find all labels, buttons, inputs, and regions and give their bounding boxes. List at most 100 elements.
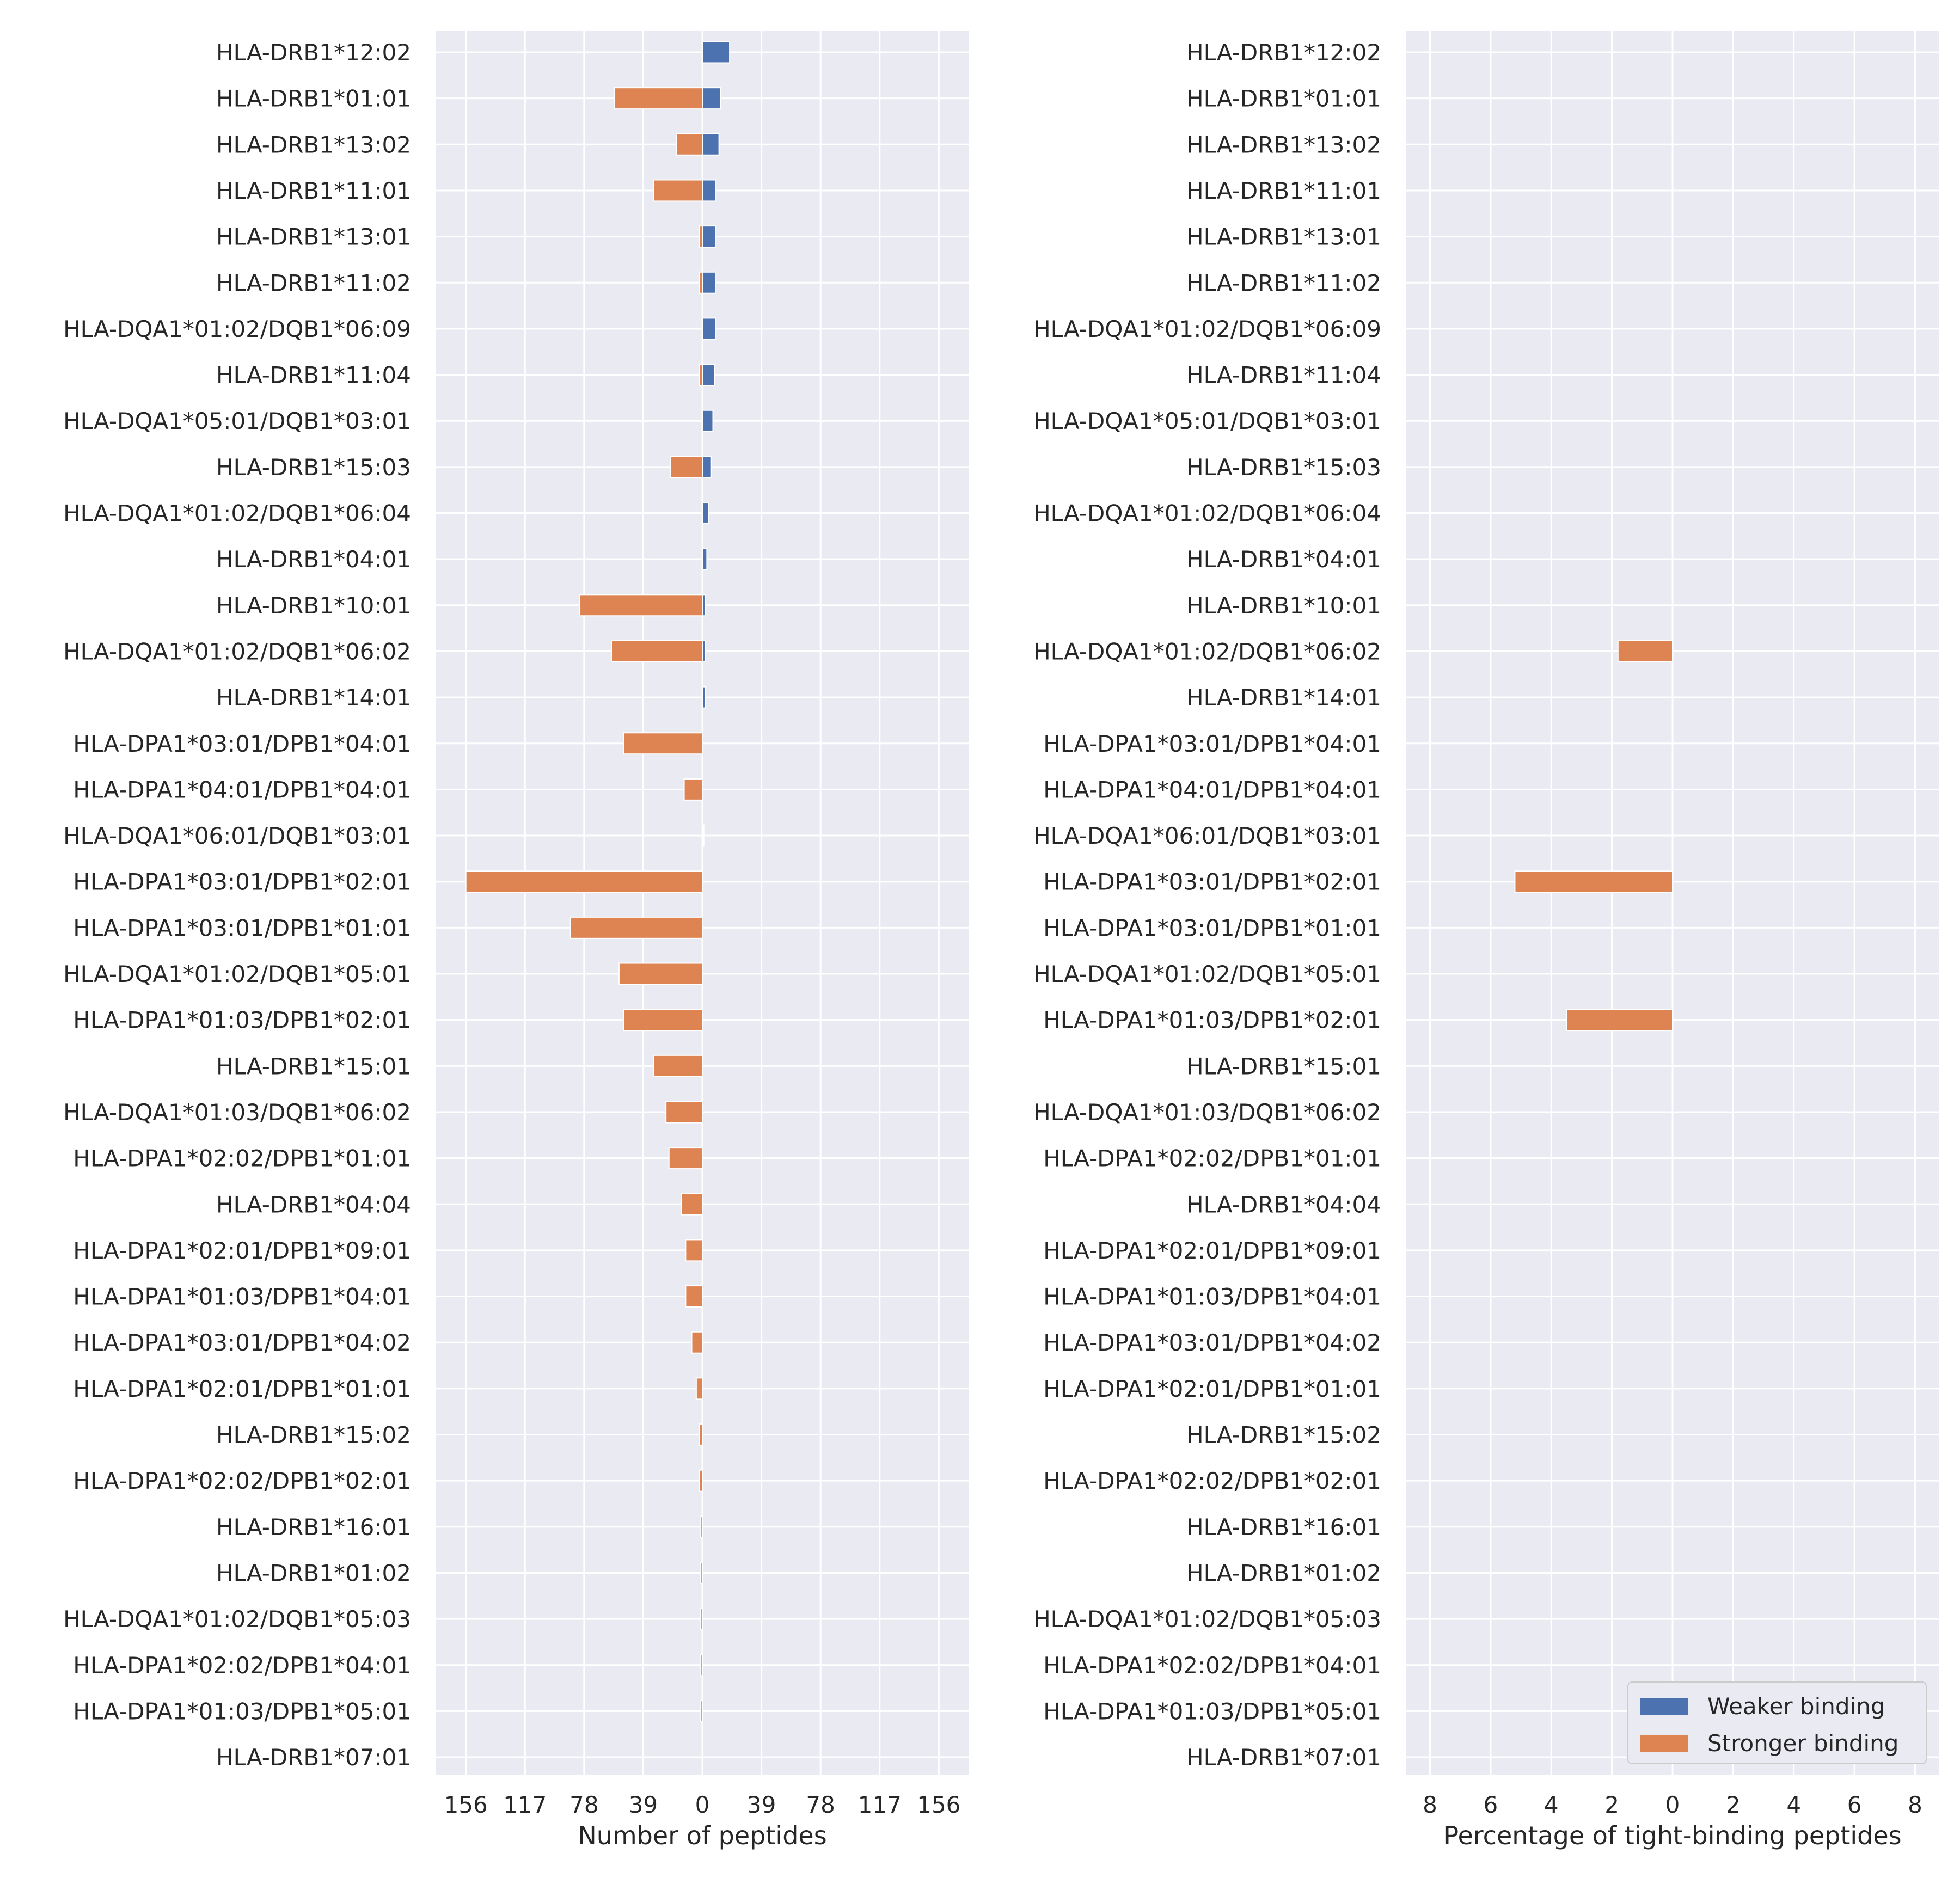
y-tick-label: HLA-DRB1*15:03 — [1186, 454, 1381, 481]
y-tick-label: HLA-DRB1*11:02 — [216, 269, 411, 296]
x-tick-label: 78 — [806, 1791, 835, 1818]
x-tick-label: 4 — [1544, 1791, 1559, 1818]
y-tick-label: HLA-DRB1*04:04 — [216, 1191, 411, 1218]
bar-stronger — [1514, 870, 1674, 893]
y-tick-label: HLA-DPA1*03:01/DPB1*02:01 — [1043, 869, 1381, 895]
bar-stronger — [665, 1101, 703, 1124]
legend: Weaker binding Stronger binding — [1627, 1681, 1927, 1764]
bar-stronger — [699, 271, 703, 294]
y-tick-label: HLA-DQA1*01:02/DQB1*06:09 — [1033, 316, 1381, 342]
bar-stronger — [691, 1331, 703, 1354]
bar-stronger — [700, 1561, 703, 1584]
bar-stronger — [683, 778, 703, 801]
x-tick-label: 117 — [503, 1791, 547, 1818]
bar-stronger — [465, 870, 703, 893]
bar-weaker — [702, 686, 706, 709]
y-tick-label: HLA-DRB1*04:01 — [1186, 546, 1381, 573]
bar-stronger — [668, 1147, 703, 1170]
y-tick-label: HLA-DQA1*01:02/DQB1*06:09 — [63, 316, 411, 342]
y-tick-label: HLA-DQA1*05:01/DQB1*03:01 — [63, 408, 411, 434]
bar-weaker — [702, 271, 717, 294]
legend-label-stronger: Stronger binding — [1707, 1730, 1898, 1757]
bar-stronger — [1617, 640, 1673, 662]
bar-stronger — [623, 732, 703, 755]
y-tick-label: HLA-DPA1*02:02/DPB1*02:01 — [73, 1468, 411, 1494]
y-tick-label: HLA-DRB1*12:02 — [1186, 39, 1381, 66]
y-tick-label: HLA-DRB1*04:01 — [216, 546, 411, 573]
x-tick-label: 156 — [917, 1791, 960, 1818]
y-tick-label: HLA-DPA1*03:01/DPB1*04:02 — [73, 1329, 411, 1356]
bar-stronger — [699, 1469, 703, 1492]
bar-stronger — [700, 1515, 703, 1538]
bar-stronger — [695, 1377, 703, 1400]
y-tick-label: HLA-DPA1*02:02/DPB1*02:01 — [1043, 1468, 1381, 1494]
x-tick-label: 4 — [1786, 1791, 1801, 1818]
y-tick-label: HLA-DPA1*01:03/DPB1*05:01 — [73, 1698, 411, 1724]
x-tick-label: 2 — [1726, 1791, 1741, 1818]
y-tick-label: HLA-DRB1*13:02 — [1186, 131, 1381, 158]
bar-weaker — [702, 225, 717, 248]
x-tick-label: 0 — [1665, 1791, 1680, 1818]
x-axis-title: Percentage of tight-binding peptides — [1443, 1821, 1901, 1850]
y-tick-label: HLA-DRB1*13:02 — [216, 131, 411, 158]
y-tick-label: HLA-DQA1*01:03/DQB1*06:02 — [63, 1099, 411, 1126]
bar-weaker — [702, 456, 712, 478]
y-tick-label: HLA-DPA1*02:02/DPB1*01:01 — [73, 1145, 411, 1172]
bar-stronger — [676, 133, 703, 156]
y-tick-label: HLA-DRB1*13:01 — [216, 224, 411, 250]
y-tick-label: HLA-DPA1*03:01/DPB1*01:01 — [1043, 915, 1381, 941]
bar-stronger — [700, 1654, 703, 1677]
bar-weaker — [702, 409, 714, 432]
y-tick-label: HLA-DRB1*15:01 — [1186, 1053, 1381, 1079]
bar-weaker — [702, 179, 717, 202]
legend-frame — [1627, 1681, 1927, 1764]
bar-stronger — [700, 1699, 703, 1722]
y-tick-label: HLA-DRB1*07:01 — [216, 1744, 411, 1771]
y-tick-label: HLA-DPA1*02:01/DPB1*09:01 — [1043, 1237, 1381, 1264]
y-tick-label: HLA-DRB1*16:01 — [1186, 1514, 1381, 1541]
y-tick-label: HLA-DRB1*15:01 — [216, 1053, 411, 1079]
bar-weaker — [702, 133, 720, 156]
y-tick-label: HLA-DRB1*01:02 — [1186, 1560, 1381, 1586]
bar-weaker — [702, 502, 709, 524]
y-tick-label: HLA-DPA1*03:01/DPB1*04:01 — [73, 731, 411, 757]
legend-swatch-stronger — [1640, 1735, 1688, 1752]
x-tick-label: 8 — [1908, 1791, 1922, 1818]
y-tick-label: HLA-DPA1*02:02/DPB1*04:01 — [73, 1652, 411, 1679]
x-tick-label: 2 — [1604, 1791, 1619, 1818]
bar-stronger — [569, 916, 703, 939]
x-tick-label: 156 — [444, 1791, 488, 1818]
y-tick-label: HLA-DPA1*01:03/DPB1*04:01 — [1043, 1284, 1381, 1310]
y-tick-label: HLA-DRB1*10:01 — [216, 592, 411, 619]
x-tick-label: 0 — [695, 1791, 710, 1818]
y-tick-label: HLA-DRB1*07:01 — [1186, 1744, 1381, 1771]
y-tick-label: HLA-DQA1*01:02/DQB1*06:04 — [63, 500, 411, 527]
y-tick-label: HLA-DQA1*01:02/DQB1*05:01 — [1033, 961, 1381, 987]
bar-stronger — [700, 1607, 703, 1630]
bar-weaker — [702, 41, 731, 64]
y-tick-label: HLA-DPA1*01:03/DPB1*02:01 — [73, 1007, 411, 1034]
bar-stronger — [1566, 1009, 1673, 1032]
bar-weaker — [702, 87, 721, 110]
y-tick-label: HLA-DRB1*01:01 — [1186, 85, 1381, 112]
y-tick-label: HLA-DRB1*12:02 — [216, 39, 411, 66]
y-tick-label: HLA-DPA1*04:01/DPB1*04:01 — [73, 776, 411, 803]
y-tick-label: HLA-DQA1*06:01/DQB1*03:01 — [1033, 823, 1381, 849]
y-tick-label: HLA-DRB1*15:03 — [216, 454, 411, 481]
y-tick-label: HLA-DQA1*01:03/DQB1*06:02 — [1033, 1099, 1381, 1126]
y-tick-label: HLA-DPA1*02:02/DPB1*04:01 — [1043, 1652, 1381, 1679]
y-tick-label: HLA-DPA1*02:01/DPB1*01:01 — [1043, 1376, 1381, 1402]
bar-stronger — [685, 1285, 703, 1308]
x-tick-label: 117 — [858, 1791, 902, 1818]
y-tick-label: HLA-DRB1*16:01 — [216, 1514, 411, 1541]
y-tick-label: HLA-DQA1*01:02/DQB1*06:02 — [63, 638, 411, 665]
bar-stronger — [670, 456, 703, 478]
y-tick-label: HLA-DPA1*02:01/DPB1*09:01 — [73, 1237, 411, 1264]
bar-stronger — [699, 225, 703, 248]
y-tick-label: HLA-DPA1*01:03/DPB1*05:01 — [1043, 1698, 1381, 1724]
y-tick-label: HLA-DPA1*02:02/DPB1*01:01 — [1043, 1145, 1381, 1172]
y-tick-label: HLA-DPA1*01:03/DPB1*02:01 — [1043, 1007, 1381, 1034]
y-tick-label: HLA-DPA1*03:01/DPB1*04:01 — [1043, 731, 1381, 757]
right-chart-panel: HLA-DRB1*12:02 HLA-DRB1*01:01 HLA-DRB1*13:… — [1033, 31, 1939, 1850]
